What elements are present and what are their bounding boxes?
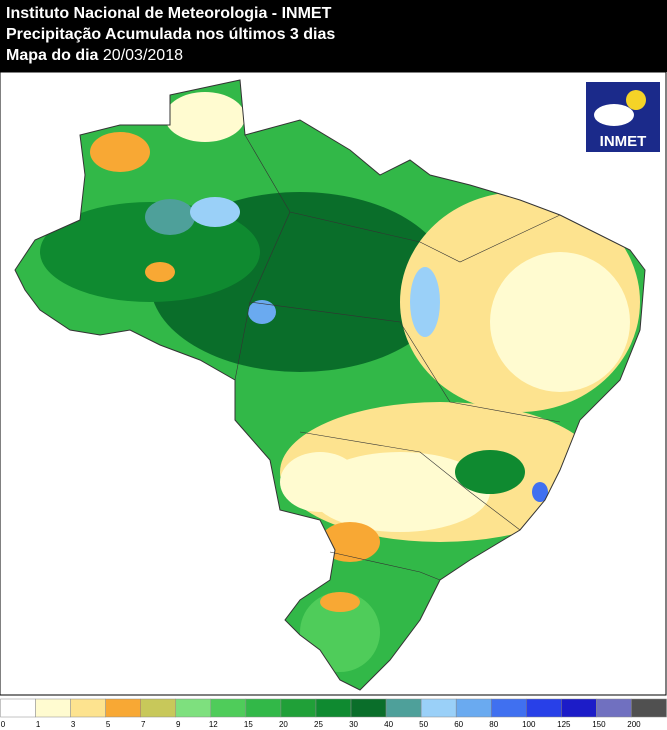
legend-swatch [631,698,667,718]
legend-swatch [140,698,177,718]
legend-swatch [280,698,317,718]
date: 20/03/2018 [102,47,183,64]
legend-swatch [455,698,492,718]
legend-label: 80 [489,720,498,729]
legend-label: 9 [176,720,181,729]
legend-label: 100 [522,720,536,729]
map: INMET [0,72,667,696]
legend-label: 60 [454,720,463,729]
legend-swatch [561,698,597,718]
legend-label: 7 [141,720,146,729]
legend-swatch [245,698,282,718]
date-line: Mapa do dia 20/03/2018 [6,45,661,66]
legend-swatch [70,698,106,718]
legend-label: 40 [384,720,393,729]
legend-label: 25 [314,720,323,729]
legend-label: 15 [244,720,253,729]
legend-swatch [526,698,562,718]
legend-swatch [175,698,212,718]
legend-swatch [596,698,632,718]
legend-swatch [350,698,387,718]
legend-label: 3 [71,720,76,729]
legend-label: 20 [279,720,288,729]
legend-swatch [35,698,71,718]
legend-label: 50 [419,720,428,729]
legend-swatch [210,698,247,718]
legend-swatch [420,698,457,718]
header: Instituto Nacional de Meteorologia - INM… [0,0,667,72]
logo-text: INMET [600,133,647,150]
map-label: Mapa do dia [6,47,99,64]
legend-label: 125 [557,720,571,729]
legend-label: 1 [36,720,41,729]
legend-label: 12 [209,720,218,729]
legend-swatch [490,698,527,718]
legend-swatch [385,698,422,718]
subtitle: Precipitação Acumulada nos últimos 3 dia… [6,26,336,43]
legend-label: 0 [1,720,6,729]
legend-swatch [105,698,141,718]
legend-label: 5 [106,720,111,729]
legend-swatch [0,698,36,718]
title: Instituto Nacional de Meteorologia - INM… [6,5,332,22]
logo: INMET [586,82,660,152]
legend-swatch [315,698,352,718]
legend-label: 200 [627,720,641,729]
legend: 0 1 3 5 7 9 12 15 20 25 30 40 50 60 80 100 125 150 200 [0,698,667,729]
legend-label: 30 [349,720,358,729]
legend-label: 150 [592,720,606,729]
